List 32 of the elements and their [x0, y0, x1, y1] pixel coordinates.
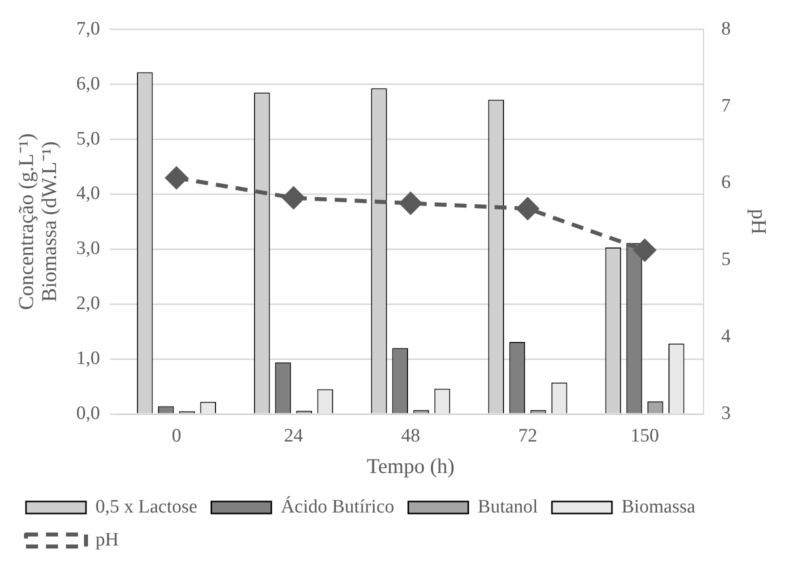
y-tick-label: 2,0: [76, 293, 100, 314]
y-tick-label: 7,0: [76, 18, 100, 40]
point: [634, 239, 656, 262]
point: [400, 192, 422, 214]
y2-tick-label: 5: [721, 249, 731, 270]
point: [165, 166, 188, 189]
y-tick-label: 1,0: [76, 348, 100, 370]
point: [516, 198, 539, 220]
x-tick-label: 72: [518, 425, 538, 446]
legend-label: pH: [96, 529, 119, 550]
x-tick-label: 150: [630, 425, 660, 446]
y2-tick-label: 3: [721, 402, 731, 424]
y-axis-title: Concentração (g.L⁻¹) Biomassa (dW.L⁻¹): [14, 133, 62, 310]
y-tick-label: 4,0: [76, 183, 100, 204]
y-tick-label: 3,0: [76, 238, 100, 260]
legend-label: 0,5 x Lactose: [96, 496, 198, 518]
legend-label: Butanol: [478, 496, 538, 518]
x-tick-label: 0: [172, 425, 182, 446]
y-tick-label: 0,0: [76, 402, 100, 424]
legend-label: Ácido Butírico: [280, 495, 394, 518]
x-axis-title: Tempo (h): [366, 454, 455, 478]
y2-axis-title: pH: [746, 208, 771, 235]
y2-tick-label: 7: [721, 95, 731, 116]
legend-label: Biomassa: [621, 496, 696, 518]
y-tick-label: 5,0: [76, 128, 100, 150]
y2-tick-label: 8: [721, 18, 731, 40]
y-tick-label: 6,0: [76, 73, 100, 94]
point: [282, 186, 305, 209]
x-tick-label: 48: [401, 425, 420, 446]
y2-tick-label: 6: [721, 172, 731, 194]
y2-tick-label: 4: [721, 326, 732, 348]
x-tick-label: 24: [284, 425, 304, 446]
